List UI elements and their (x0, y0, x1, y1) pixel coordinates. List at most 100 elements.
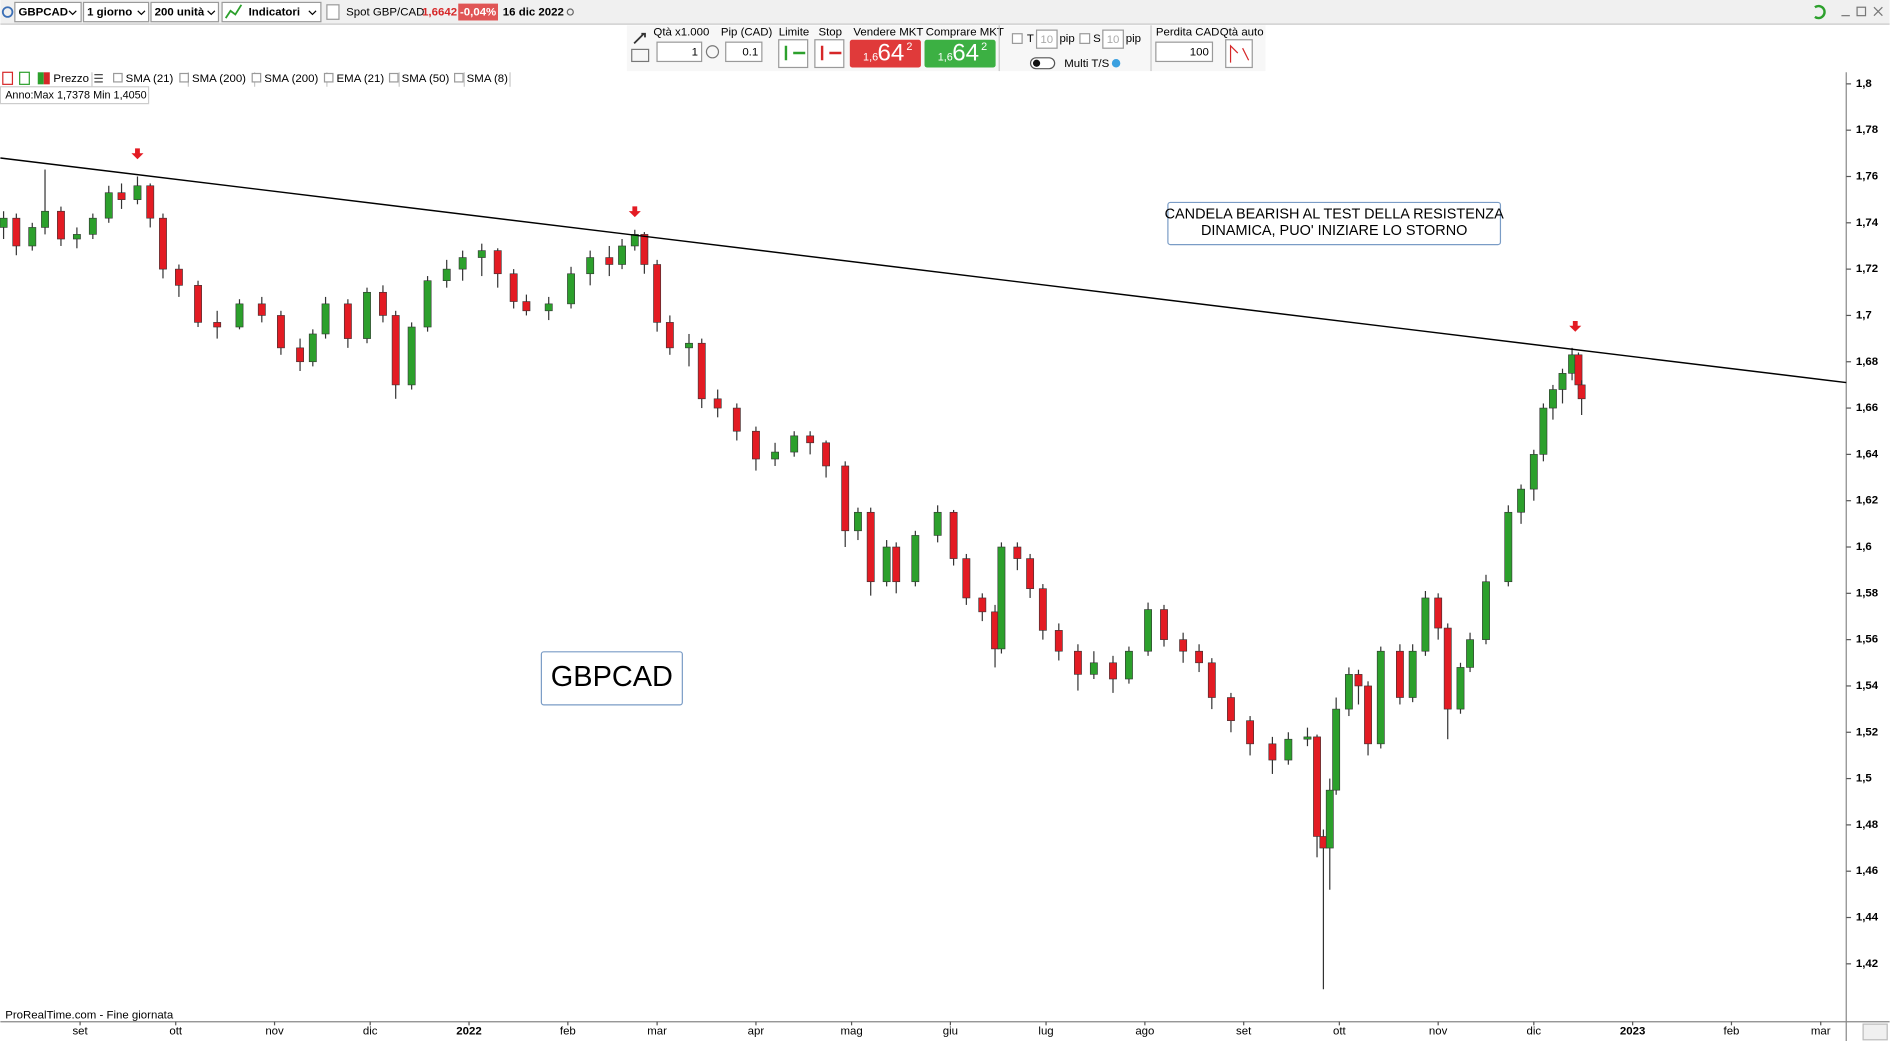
x-tick-label: ott (1333, 1025, 1347, 1037)
candle-body (1517, 488, 1525, 513)
x-tick-label: mar (647, 1025, 667, 1037)
indicator-checkbox[interactable] (454, 72, 464, 83)
indicator-label[interactable]: EMA (21) (337, 73, 385, 85)
candle-body (1195, 650, 1203, 664)
candle-body (1549, 389, 1557, 409)
candle-body (790, 435, 799, 453)
candle-body (1038, 588, 1047, 631)
calc-icon[interactable] (705, 45, 720, 59)
indicator-checkbox[interactable] (388, 72, 399, 83)
candle-body (235, 303, 244, 328)
buy-sup: 2 (981, 41, 987, 53)
loss-input[interactable] (1155, 41, 1214, 63)
s-input[interactable] (1102, 29, 1124, 49)
qty-label: Qtà x1.000 (653, 27, 709, 39)
wrench-icon[interactable] (633, 32, 646, 45)
auto-qty-button[interactable] (1225, 39, 1253, 69)
symbol-dropdown[interactable] (14, 1, 82, 23)
refresh-icon[interactable] (1814, 4, 1826, 20)
candle-body (732, 407, 741, 432)
candle-body (1443, 627, 1452, 710)
dropdown-arrow (207, 10, 216, 16)
info-icon[interactable] (326, 4, 340, 20)
candle-body (257, 303, 266, 316)
y-tick-label: 1,62 (1856, 495, 1878, 507)
x-tick-label: apr (748, 1025, 765, 1037)
app-icon[interactable] (1, 6, 14, 18)
candle-body (640, 234, 649, 265)
qty-input[interactable] (656, 41, 703, 63)
indicator-label[interactable]: SMA (50) (402, 73, 450, 85)
arrow-marker (628, 206, 641, 218)
loss: 100 (1190, 46, 1209, 58)
footer: ProRealTime.com - Fine giornata (5, 1010, 174, 1022)
x-tick-label: dic (1527, 1025, 1542, 1037)
t-pips: 10 (1040, 34, 1053, 46)
y-tick-label: 1,48 (1856, 819, 1879, 831)
status-dot (566, 8, 574, 16)
candle-body (752, 430, 760, 460)
indicator-label[interactable]: SMA (200) (192, 73, 246, 85)
price-icon-up (37, 72, 44, 85)
buy-big: 64 (952, 40, 979, 67)
timeframe-dropdown[interactable] (82, 1, 150, 23)
units-dropdown[interactable] (150, 1, 220, 23)
y-tick-label: 1,8 (1856, 78, 1873, 90)
candle-body (567, 273, 575, 305)
timeframe: 1 giorno (87, 7, 132, 19)
candle-body (841, 465, 850, 532)
pip-input[interactable] (725, 41, 763, 63)
candle-body (1268, 743, 1277, 761)
candle-body (1344, 674, 1353, 710)
restore[interactable] (1856, 6, 1867, 17)
x-tick-label: ago (1135, 1025, 1154, 1037)
s-unit: pip (1126, 33, 1141, 45)
close[interactable] (1873, 6, 1883, 17)
resistance-line (0, 157, 1847, 384)
title-box (540, 651, 683, 706)
candle-body (892, 546, 901, 583)
buy-label: Comprare MKT (926, 27, 1004, 39)
s-checkbox[interactable] (1079, 33, 1091, 44)
x-tick-label: set (72, 1025, 88, 1037)
indicator-checkbox[interactable] (323, 72, 334, 83)
sell-button[interactable] (849, 39, 921, 68)
candle-body (423, 280, 432, 328)
toggle-knob (1032, 59, 1041, 67)
indicator-label[interactable]: SMA (8) (467, 73, 509, 85)
candle-body (296, 347, 304, 363)
zoom-out[interactable] (19, 71, 30, 85)
y-tick-label: 1,5 (1856, 773, 1873, 785)
y-tick-label: 1,42 (1856, 958, 1878, 970)
indicator-checkbox[interactable] (113, 72, 123, 83)
zoom-in[interactable] (2, 71, 14, 85)
indicator-label[interactable]: SMA (200) (264, 73, 318, 85)
t-checkbox[interactable] (1011, 33, 1023, 44)
indicator-label[interactable]: SMA (21) (126, 73, 174, 85)
candle-body (978, 597, 987, 613)
y-tick-label: 1,6 (1856, 541, 1872, 553)
candle-body (882, 546, 891, 583)
keyboard-icon[interactable] (631, 48, 650, 63)
stop-label: Stop (818, 27, 842, 39)
y-tick-label: 1,56 (1856, 634, 1878, 646)
candle-body (854, 511, 862, 532)
candle-body (1026, 558, 1035, 589)
stop-icon (820, 45, 842, 61)
candle-body (1466, 639, 1474, 668)
t-input[interactable] (1035, 29, 1058, 49)
candle-body (363, 291, 371, 339)
candle-body (618, 245, 626, 265)
scroll-icon[interactable] (1862, 1023, 1888, 1041)
indicator-checkbox[interactable] (179, 72, 189, 83)
info-dot[interactable] (1111, 59, 1121, 68)
date: 16 dic 2022 (503, 7, 564, 19)
list-icon[interactable] (94, 74, 103, 83)
annotation-box (1167, 201, 1502, 246)
buy-button[interactable] (924, 39, 996, 68)
candle-body (1482, 581, 1490, 640)
indicators-button[interactable] (221, 1, 322, 23)
candle-body (1421, 597, 1430, 652)
indicator-checkbox[interactable] (251, 72, 262, 83)
indicator-label[interactable]: Prezzo (53, 73, 89, 85)
